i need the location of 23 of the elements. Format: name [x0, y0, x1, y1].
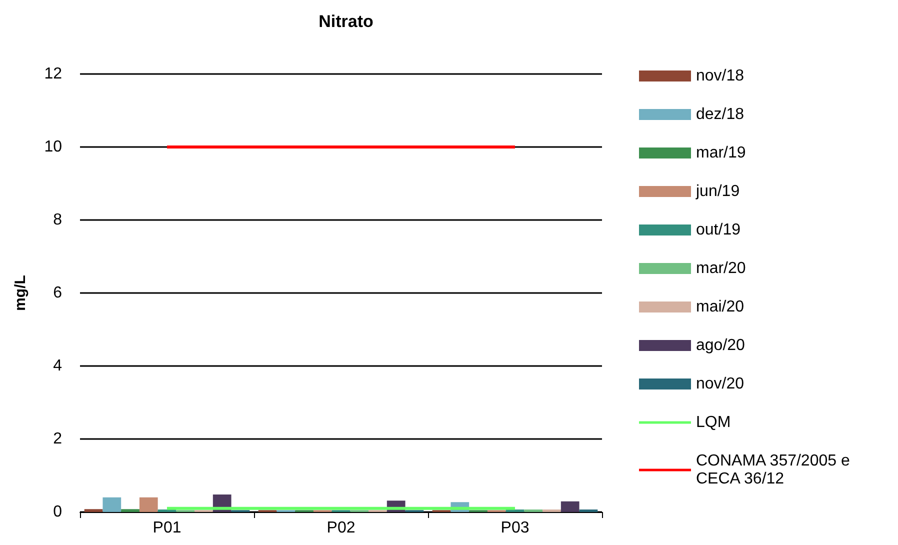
legend-label: CONAMA 357/2005 e CECA 36/12	[696, 452, 850, 488]
x-tick-label: P02	[326, 520, 356, 536]
legend-label: ago/20	[696, 337, 746, 354]
legend-label: nov/20	[696, 376, 744, 392]
legend-label: mai/20	[696, 298, 744, 316]
x-tick-label: P01	[152, 520, 182, 536]
y-axis-title: mg/L	[12, 275, 29, 311]
y-tick-label: 4	[53, 358, 62, 374]
x-tick-label: P03	[500, 520, 530, 536]
legend-label: LQM	[696, 414, 731, 431]
y-tick-label: 10	[44, 138, 62, 156]
legend-label: nov/18	[696, 68, 744, 84]
legend-label: jun/19	[695, 183, 740, 200]
legend-label: mar/19	[696, 144, 746, 162]
y-tick-label: 6	[53, 284, 62, 302]
legend-label: mar/20	[696, 260, 746, 277]
chart-title: Nitrato	[318, 12, 374, 31]
y-tick-label: 2	[53, 430, 62, 448]
legend-label: dez/18	[696, 106, 744, 123]
legend-label: out/19	[696, 222, 741, 238]
y-tick-label: 0	[53, 504, 62, 520]
y-tick-label: 12	[44, 66, 62, 82]
y-tick-label: 8	[53, 212, 62, 228]
